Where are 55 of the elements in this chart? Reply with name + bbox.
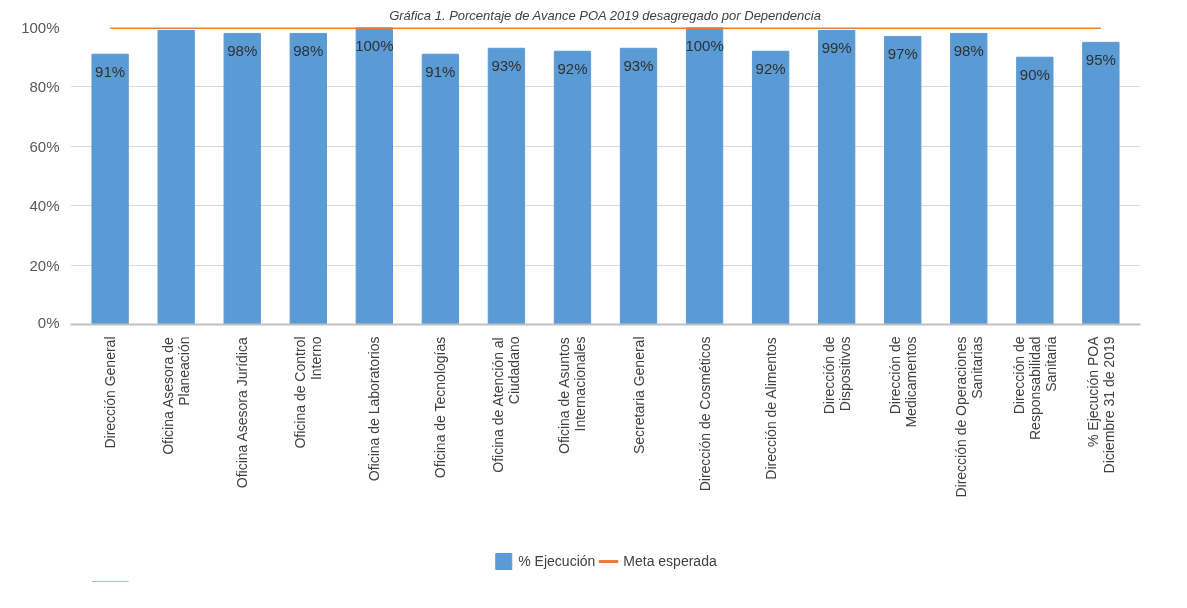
- x-tick-label: Oficina Asesora de Planeación: [160, 336, 193, 455]
- y-tick-label: 20%: [29, 256, 60, 274]
- bar: [289, 32, 327, 325]
- bar: [553, 50, 592, 325]
- data-label: 98%: [293, 42, 324, 60]
- bar: [685, 27, 724, 325]
- y-tick-label: 40%: [29, 197, 60, 215]
- bar: [1016, 56, 1054, 325]
- data-label: 91%: [425, 63, 456, 81]
- bar: [223, 32, 261, 325]
- data-label: 92%: [557, 60, 588, 78]
- x-tick-label: Oficina de Control Interno: [292, 336, 325, 449]
- bar: [1082, 41, 1120, 325]
- x-tick-label: Dirección de Dispositivos: [820, 336, 853, 415]
- data-label: 93%: [491, 57, 522, 75]
- data-label: 95%: [1085, 51, 1116, 69]
- legend-label: Meta esperada: [623, 553, 717, 569]
- x-tick-label: Dirección de Alimentos: [762, 337, 779, 480]
- x-tick-label: Oficina de Asuntos Internacionales: [556, 336, 589, 455]
- bar: [421, 53, 460, 325]
- data-label: 98%: [227, 42, 258, 60]
- x-tick-label: Oficina Asesora Jurídica: [234, 337, 251, 489]
- x-tick-label: % Ejecución POA Diciembre 31 de 2019: [1084, 335, 1117, 474]
- data-label: 92%: [755, 60, 786, 78]
- bar: [157, 29, 195, 325]
- y-tick-label: 80%: [29, 78, 60, 96]
- bar: [487, 47, 526, 325]
- bar: [91, 53, 129, 325]
- legend-label: % Ejecución: [518, 553, 596, 569]
- x-tick-label: Secretaria General: [630, 336, 647, 454]
- data-label: 93%: [623, 57, 654, 75]
- bar: [950, 32, 988, 325]
- data-label: 99%: [821, 39, 852, 57]
- y-tick-label: 60%: [29, 137, 60, 155]
- x-tick-label: Dirección de Responsabilidad Sanitaria: [1010, 336, 1059, 441]
- data-label: 97%: [887, 45, 918, 63]
- data-label: 90%: [1019, 66, 1050, 84]
- x-tick-label: Oficina de Laboratorios: [366, 336, 383, 482]
- data-label: 98%: [953, 42, 984, 60]
- data-label: 100%: [355, 36, 394, 54]
- x-tick-label: Dirección de Operaciones Sanitarias: [952, 336, 985, 498]
- x-tick-label: Oficina de Tecnologías: [432, 336, 449, 479]
- bar: [751, 50, 790, 325]
- bar: [884, 35, 922, 325]
- x-tick-label: Dirección General: [102, 336, 119, 449]
- data-label: 91%: [95, 63, 126, 81]
- chart-title: Gráfica 1. Porcentaje de Avance POA 2019 desagregado por Dependencia: [389, 7, 821, 23]
- x-tick-label: Dirección de Cosméticos: [696, 336, 713, 492]
- bar: [619, 47, 658, 325]
- x-tick-label: Dirección de Medicamentos: [886, 336, 919, 428]
- bar: [818, 29, 856, 325]
- y-tick-label: 0%: [37, 313, 60, 331]
- x-tick-label: Oficina de Atención al Ciudadano: [490, 336, 523, 473]
- bar: [355, 27, 393, 325]
- y-tick-label: 100%: [21, 19, 60, 36]
